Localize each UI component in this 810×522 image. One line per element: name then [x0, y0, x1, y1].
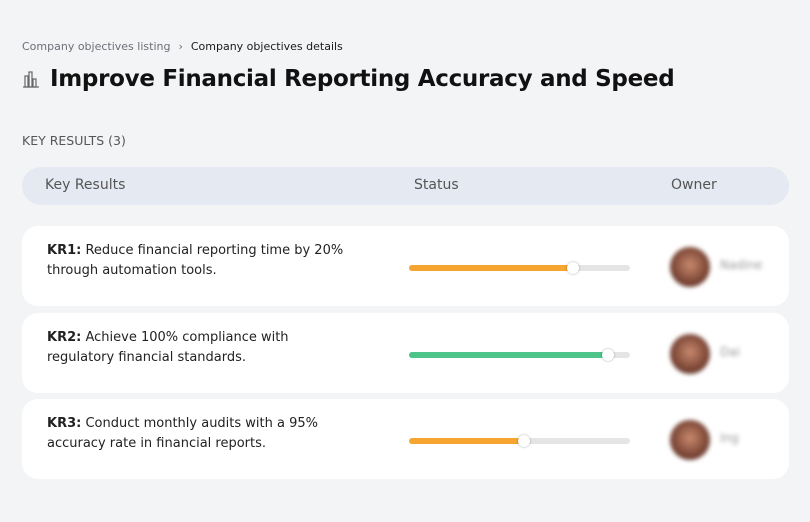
avatar [670, 420, 710, 460]
owner-name: Ing [720, 431, 739, 445]
owner-name: Nadine [720, 258, 763, 272]
owner-name: Dai [720, 345, 740, 359]
breadcrumb-current: Company objectives details [190, 40, 343, 53]
bar-chart-icon [23, 71, 39, 88]
key-result-id: KR1: [47, 243, 82, 258]
header-owner: Owner [671, 177, 717, 193]
key-result-description: Achieve 100% compliance with regulatory … [47, 330, 289, 365]
progress-bar[interactable] [409, 435, 630, 447]
key-result-text: KR2: Achieve 100% compliance with regula… [47, 328, 357, 368]
progress-bar[interactable] [409, 349, 630, 361]
key-result-id: KR3: [47, 416, 82, 431]
key-result-id: KR2: [47, 330, 82, 345]
breadcrumb: Company objectives listing › Company obj… [22, 40, 343, 53]
progress-knob[interactable] [566, 262, 579, 274]
key-result-description: Conduct monthly audits with a 95% accura… [47, 416, 319, 451]
header-key-results: Key Results [45, 177, 126, 193]
header-status: Status [414, 177, 459, 193]
progress-bar[interactable] [409, 262, 630, 274]
avatar [670, 247, 710, 287]
table-row[interactable]: KR2: Achieve 100% compliance with regula… [22, 313, 789, 393]
table-header: Key Results Status Owner [22, 167, 789, 205]
table-row[interactable]: KR3: Conduct monthly audits with a 95% a… [22, 399, 789, 479]
progress-fill [409, 262, 579, 274]
avatar [670, 334, 710, 374]
progress-knob[interactable] [517, 435, 530, 447]
breadcrumb-separator: › [178, 40, 183, 53]
page-header: Improve Financial Reporting Accuracy and… [22, 66, 675, 92]
key-result-text: KR1: Reduce financial reporting time by … [47, 241, 357, 281]
page-title: Improve Financial Reporting Accuracy and… [50, 66, 675, 92]
key-result-description: Reduce financial reporting time by 20% t… [47, 243, 344, 278]
progress-fill [409, 435, 530, 447]
progress-knob[interactable] [601, 349, 614, 361]
key-result-text: KR3: Conduct monthly audits with a 95% a… [47, 414, 357, 454]
section-label: KEY RESULTS (3) [22, 133, 126, 148]
table-row[interactable]: KR1: Reduce financial reporting time by … [22, 226, 789, 306]
progress-fill [409, 349, 614, 361]
breadcrumb-parent-link[interactable]: Company objectives listing [22, 40, 171, 53]
